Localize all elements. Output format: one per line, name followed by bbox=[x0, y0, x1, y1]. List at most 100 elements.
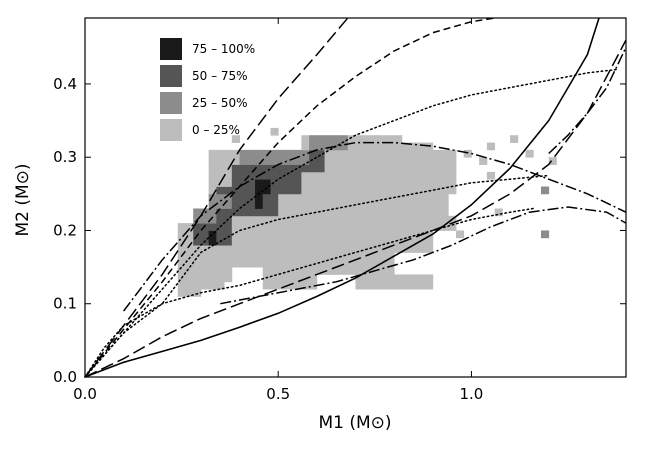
heatmap-cell bbox=[231, 208, 240, 217]
heatmap-cell bbox=[309, 215, 318, 224]
heatmap-cell bbox=[278, 208, 287, 217]
heatmap-cell bbox=[177, 259, 186, 268]
heatmap-cell bbox=[270, 201, 279, 209]
heatmap-cell bbox=[401, 215, 410, 224]
heatmap-cell bbox=[270, 281, 279, 290]
heatmap-cell bbox=[316, 179, 325, 187]
heatmap-cell bbox=[417, 157, 426, 165]
heatmap-cell bbox=[208, 259, 217, 268]
heatmap-cell bbox=[363, 208, 372, 217]
heatmap-cell bbox=[386, 135, 395, 143]
heatmap-cell bbox=[262, 230, 271, 239]
heatmap-cell bbox=[224, 179, 233, 187]
heatmap-cell bbox=[293, 179, 302, 187]
heatmap-cell bbox=[293, 230, 302, 239]
heatmap-cell bbox=[285, 252, 295, 261]
heatmap-cell bbox=[224, 230, 233, 239]
heatmap-cell bbox=[324, 259, 333, 268]
heatmap-cell bbox=[293, 171, 302, 180]
heatmap-cell bbox=[193, 252, 202, 261]
heatmap-cell bbox=[332, 267, 341, 275]
heatmap-cell bbox=[332, 186, 341, 195]
heatmap-cell bbox=[239, 223, 248, 231]
heatmap-cell bbox=[363, 215, 372, 224]
heatmap-cell bbox=[247, 164, 256, 173]
heatmap-cell bbox=[177, 289, 186, 297]
legend-label: 25 – 50% bbox=[192, 96, 248, 110]
heatmap-cell bbox=[278, 281, 287, 290]
heatmap-cell bbox=[262, 208, 271, 217]
heatmap-cell bbox=[301, 164, 310, 173]
heatmap-cell bbox=[394, 171, 403, 180]
heatmap-cell bbox=[425, 157, 434, 165]
heatmap-cell bbox=[401, 223, 410, 231]
heatmap-cell bbox=[309, 186, 318, 195]
heatmap-cell bbox=[394, 274, 403, 283]
heatmap-cell bbox=[255, 157, 264, 165]
heatmap-cell bbox=[401, 274, 410, 283]
heatmap-cell bbox=[208, 274, 217, 283]
heatmap-cell bbox=[316, 267, 325, 275]
heatmap-cell bbox=[440, 149, 449, 158]
heatmap-cell bbox=[324, 135, 333, 143]
heatmap-cell bbox=[208, 208, 217, 217]
heatmap-cell bbox=[378, 201, 387, 209]
heatmap-cell bbox=[432, 164, 441, 173]
heatmap-cell bbox=[208, 164, 217, 173]
heatmap-cell bbox=[417, 164, 426, 173]
heatmap-cell bbox=[309, 245, 318, 253]
heatmap-cell bbox=[347, 193, 356, 202]
heatmap-cell bbox=[293, 237, 302, 246]
heatmap-cell bbox=[409, 245, 418, 253]
heatmap-cell bbox=[216, 215, 225, 224]
heatmap-cell bbox=[355, 259, 364, 268]
heatmap-cell bbox=[309, 179, 318, 187]
heatmap-cell bbox=[316, 223, 325, 231]
series-dash-dot-lower bbox=[220, 206, 627, 305]
legend-swatch bbox=[160, 65, 182, 87]
heatmap-cell bbox=[301, 215, 310, 224]
heatmap-cell bbox=[370, 259, 380, 268]
heatmap-cell bbox=[363, 201, 372, 209]
heatmap-cell bbox=[200, 245, 210, 253]
heatmap-cell bbox=[293, 252, 302, 261]
legend-label: 0 – 25% bbox=[192, 123, 240, 137]
heatmap-cell bbox=[340, 171, 349, 180]
heatmap-cell bbox=[347, 164, 356, 173]
heatmap-cell bbox=[239, 164, 248, 173]
heatmap-cell bbox=[239, 252, 248, 261]
heatmap-cell bbox=[208, 267, 217, 275]
heatmap-cell bbox=[316, 186, 325, 195]
heatmap-cell bbox=[262, 201, 271, 209]
heatmap-cell bbox=[440, 157, 449, 165]
heatmap-cell bbox=[386, 215, 395, 224]
heatmap-cell bbox=[386, 230, 395, 239]
heatmap-cell bbox=[378, 157, 387, 165]
heatmap-cell bbox=[255, 186, 264, 195]
heatmap-cell bbox=[386, 186, 395, 195]
heatmap-cell bbox=[270, 127, 279, 136]
heatmap-cell bbox=[285, 237, 295, 246]
heatmap-cell bbox=[270, 237, 279, 246]
heatmap-cell bbox=[340, 164, 349, 173]
heatmap-cell bbox=[386, 223, 395, 231]
heatmap-cell bbox=[340, 179, 349, 187]
heatmap-cell bbox=[285, 201, 295, 209]
heatmap-cell bbox=[401, 179, 410, 187]
heatmap-cell bbox=[370, 252, 380, 261]
heatmap-cell bbox=[185, 252, 194, 261]
heatmap-cell bbox=[370, 201, 380, 209]
heatmap-cell bbox=[247, 193, 256, 202]
heatmap-cell bbox=[417, 171, 426, 180]
heatmap-cell bbox=[340, 230, 349, 239]
heatmap-cell bbox=[355, 274, 364, 283]
heatmap-cell bbox=[193, 245, 202, 253]
heatmap-cell bbox=[432, 186, 441, 195]
heatmap-cell bbox=[200, 281, 210, 290]
heatmap-cell bbox=[448, 171, 457, 180]
heatmap-cell bbox=[309, 193, 318, 202]
heatmap-cell bbox=[363, 193, 372, 202]
heatmap-cell bbox=[394, 149, 403, 158]
heatmap-cell bbox=[216, 281, 225, 290]
heatmap-cell bbox=[440, 186, 449, 195]
